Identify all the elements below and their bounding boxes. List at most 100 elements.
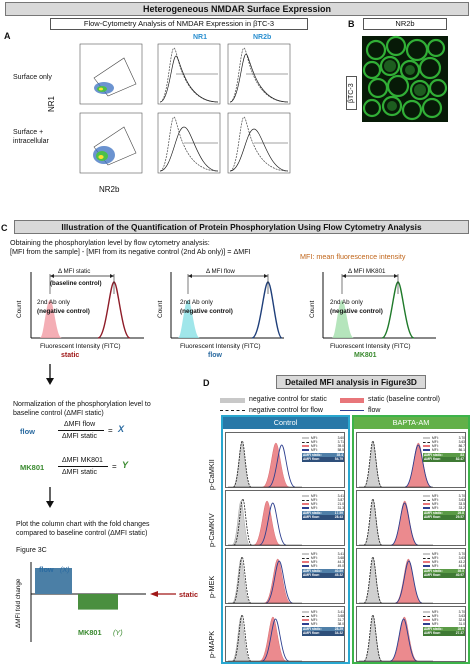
- flow-curve: [390, 618, 418, 662]
- scatter-plot-surface: [79, 43, 143, 105]
- mfi-prefix: MFI:: [432, 560, 439, 565]
- mfi-swatch: [423, 619, 430, 622]
- mfi-prefix: MFI:: [432, 506, 439, 511]
- mfi-line: MFI: 33.2: [423, 506, 465, 510]
- mfi-line: MFI: 86.7: [423, 444, 465, 448]
- schematic-flow: [170, 272, 284, 339]
- static-curve: [253, 500, 281, 546]
- mfi-swatch: [423, 441, 430, 443]
- delta-flow-value: 29.57: [455, 515, 464, 520]
- delta-flow-key: ΔMFI flow:: [424, 457, 441, 462]
- neg-static-curve: [231, 500, 250, 546]
- panel-letter-c: C: [1, 223, 8, 233]
- mfi-line: MFI: 49.0: [302, 564, 344, 568]
- mfi-value: 3.63: [458, 440, 465, 445]
- mfi-line: MFI: 3.70: [423, 552, 465, 556]
- mfi-prefix: MFI:: [311, 506, 318, 511]
- row-surface-only: Surface only: [13, 74, 52, 81]
- flow-curve: [268, 444, 296, 488]
- mfi-swatch: [302, 495, 309, 498]
- neg-label-mk-1: 2nd Ab only: [330, 299, 363, 306]
- static-curve: [259, 616, 287, 662]
- delta-flow: ΔMFI flow: 45.32: [302, 573, 344, 578]
- delta-flow-value: 34.32: [334, 631, 343, 636]
- mfi-values-control-2: MFI: 3.41 MFI: 3.68 MFI: 44.3 MFI: 49.0 ΔMFI sta…: [302, 552, 344, 578]
- mfi-prefix: MFI:: [311, 614, 318, 619]
- mfi-values-control-1: MFI: 3.41 MFI: 3.87 MFI: 21.0 MFI: 31.3 ΔMFI sta…: [302, 494, 344, 520]
- mfi-prefix: MFI:: [311, 564, 318, 569]
- mfi-swatch: [302, 441, 309, 443]
- row-label-p-camkiv: p-CaMKIV: [207, 513, 216, 547]
- neg-flow-curve: [232, 556, 252, 604]
- legend-static: static (baseline control): [368, 396, 440, 403]
- scatter-plot-intracellular: [79, 112, 143, 174]
- delta-flow-value: 27.37: [455, 631, 464, 636]
- eq-flow-fraction-bar: [58, 430, 104, 431]
- histogram-nr1-intracellular: [157, 112, 221, 174]
- mfi-value: 3.70: [458, 552, 465, 556]
- mfi-line: MFI: 3.70: [423, 436, 465, 440]
- mfi-swatch: [423, 623, 430, 626]
- mfi-prefix: MFI:: [432, 440, 439, 445]
- mk-name: MK801: [354, 352, 377, 359]
- mfi-prefix: MFI:: [432, 498, 439, 503]
- section-b-title: NR2b: [363, 18, 447, 30]
- mfi-swatch: [302, 437, 309, 440]
- mfi-histogram-bapta-1: [359, 498, 433, 546]
- static-curve: [262, 442, 290, 488]
- delta-flow-key: ΔMFI flow:: [303, 457, 320, 462]
- mfi-panel-control-3: MFI: 3.41 MFI: 3.68 MFI: 31.7 MFI: 38.0 ΔMFI sta…: [225, 606, 345, 662]
- mfi-prefix: MFI:: [311, 552, 318, 556]
- down-arrow-2: [46, 487, 54, 508]
- mfi-swatch: [423, 445, 430, 448]
- mfi-swatch: [302, 561, 309, 564]
- neg-label-1: 2nd Ab only: [37, 299, 70, 306]
- mfi-line: MFI: 32.6: [423, 618, 465, 622]
- mfi-swatch: [302, 503, 309, 506]
- mfi-swatch: [423, 495, 430, 498]
- eq-y: Y: [122, 460, 129, 470]
- eq-flow-numerator: ΔMFI flow: [64, 421, 96, 428]
- static-delta-label: Δ MFI static: [58, 268, 91, 275]
- mfi-line: MFI: 38.0: [302, 622, 344, 626]
- delta-flow: ΔMFI flow: 28.43: [302, 515, 344, 520]
- legend-static-swatch: [340, 398, 364, 403]
- figure-ref: Figure 3C: [16, 547, 47, 554]
- mfi-prefix: MFI:: [311, 622, 318, 627]
- bar-mk-label: MK801: [78, 628, 102, 637]
- static-baseline-label: (baseline control): [50, 280, 102, 287]
- mfi-swatch: [423, 503, 430, 506]
- mfi-value: 3.41: [337, 494, 344, 498]
- mfi-panel-control-1: MFI: 3.41 MFI: 3.87 MFI: 21.0 MFI: 31.3 ΔMFI sta…: [225, 490, 345, 546]
- neg-flow-curve: [363, 498, 383, 546]
- mfi-value: 3.68: [337, 614, 344, 619]
- mfi-prefix: MFI:: [311, 440, 318, 445]
- mfi-line: MFI: 3.63: [423, 556, 465, 560]
- delta-flow: ΔMFI flow: 34.32: [302, 631, 344, 636]
- mfi-line: MFI: 3.87: [302, 498, 344, 502]
- fold-change-ylabel: ΔMFI fold change: [15, 578, 22, 628]
- eq-mk-equals: =: [112, 462, 117, 471]
- mfi-prefix: MFI:: [311, 444, 318, 449]
- section-d-banner: Detailed MFI analysis in Figure3D: [276, 375, 426, 389]
- mfi-line: MFI: 3.70: [423, 610, 465, 614]
- mfi-line: MFI: 3.63: [423, 440, 465, 444]
- legend-neg-static-swatch: [220, 398, 245, 403]
- mfi-prefix: MFI:: [432, 622, 439, 627]
- mfi-swatch: [302, 553, 309, 556]
- mfi-value: 3.63: [458, 498, 465, 503]
- delta-flow: ΔMFI flow: 82.47: [423, 457, 465, 462]
- bar-flow-label: flow: [39, 565, 54, 574]
- neg-flow-curve: [232, 614, 252, 662]
- mfi-value: 44.3: [337, 560, 344, 565]
- delta-flow-key: ΔMFI flow:: [303, 515, 320, 520]
- mfi-prefix: MFI:: [311, 610, 318, 614]
- row-surface-intracellular-1: Surface +: [13, 129, 44, 136]
- delta-static-key: ΔMFI static:: [424, 452, 443, 457]
- mfi-value: 31.3: [337, 506, 344, 511]
- mfi-line: MFI: 44.6: [423, 564, 465, 568]
- mfi-line: MFI: 86.1: [423, 448, 465, 452]
- flow-curve: [259, 502, 287, 546]
- mfi-value: 3.70: [458, 436, 465, 440]
- neg-static-curve: [231, 616, 250, 662]
